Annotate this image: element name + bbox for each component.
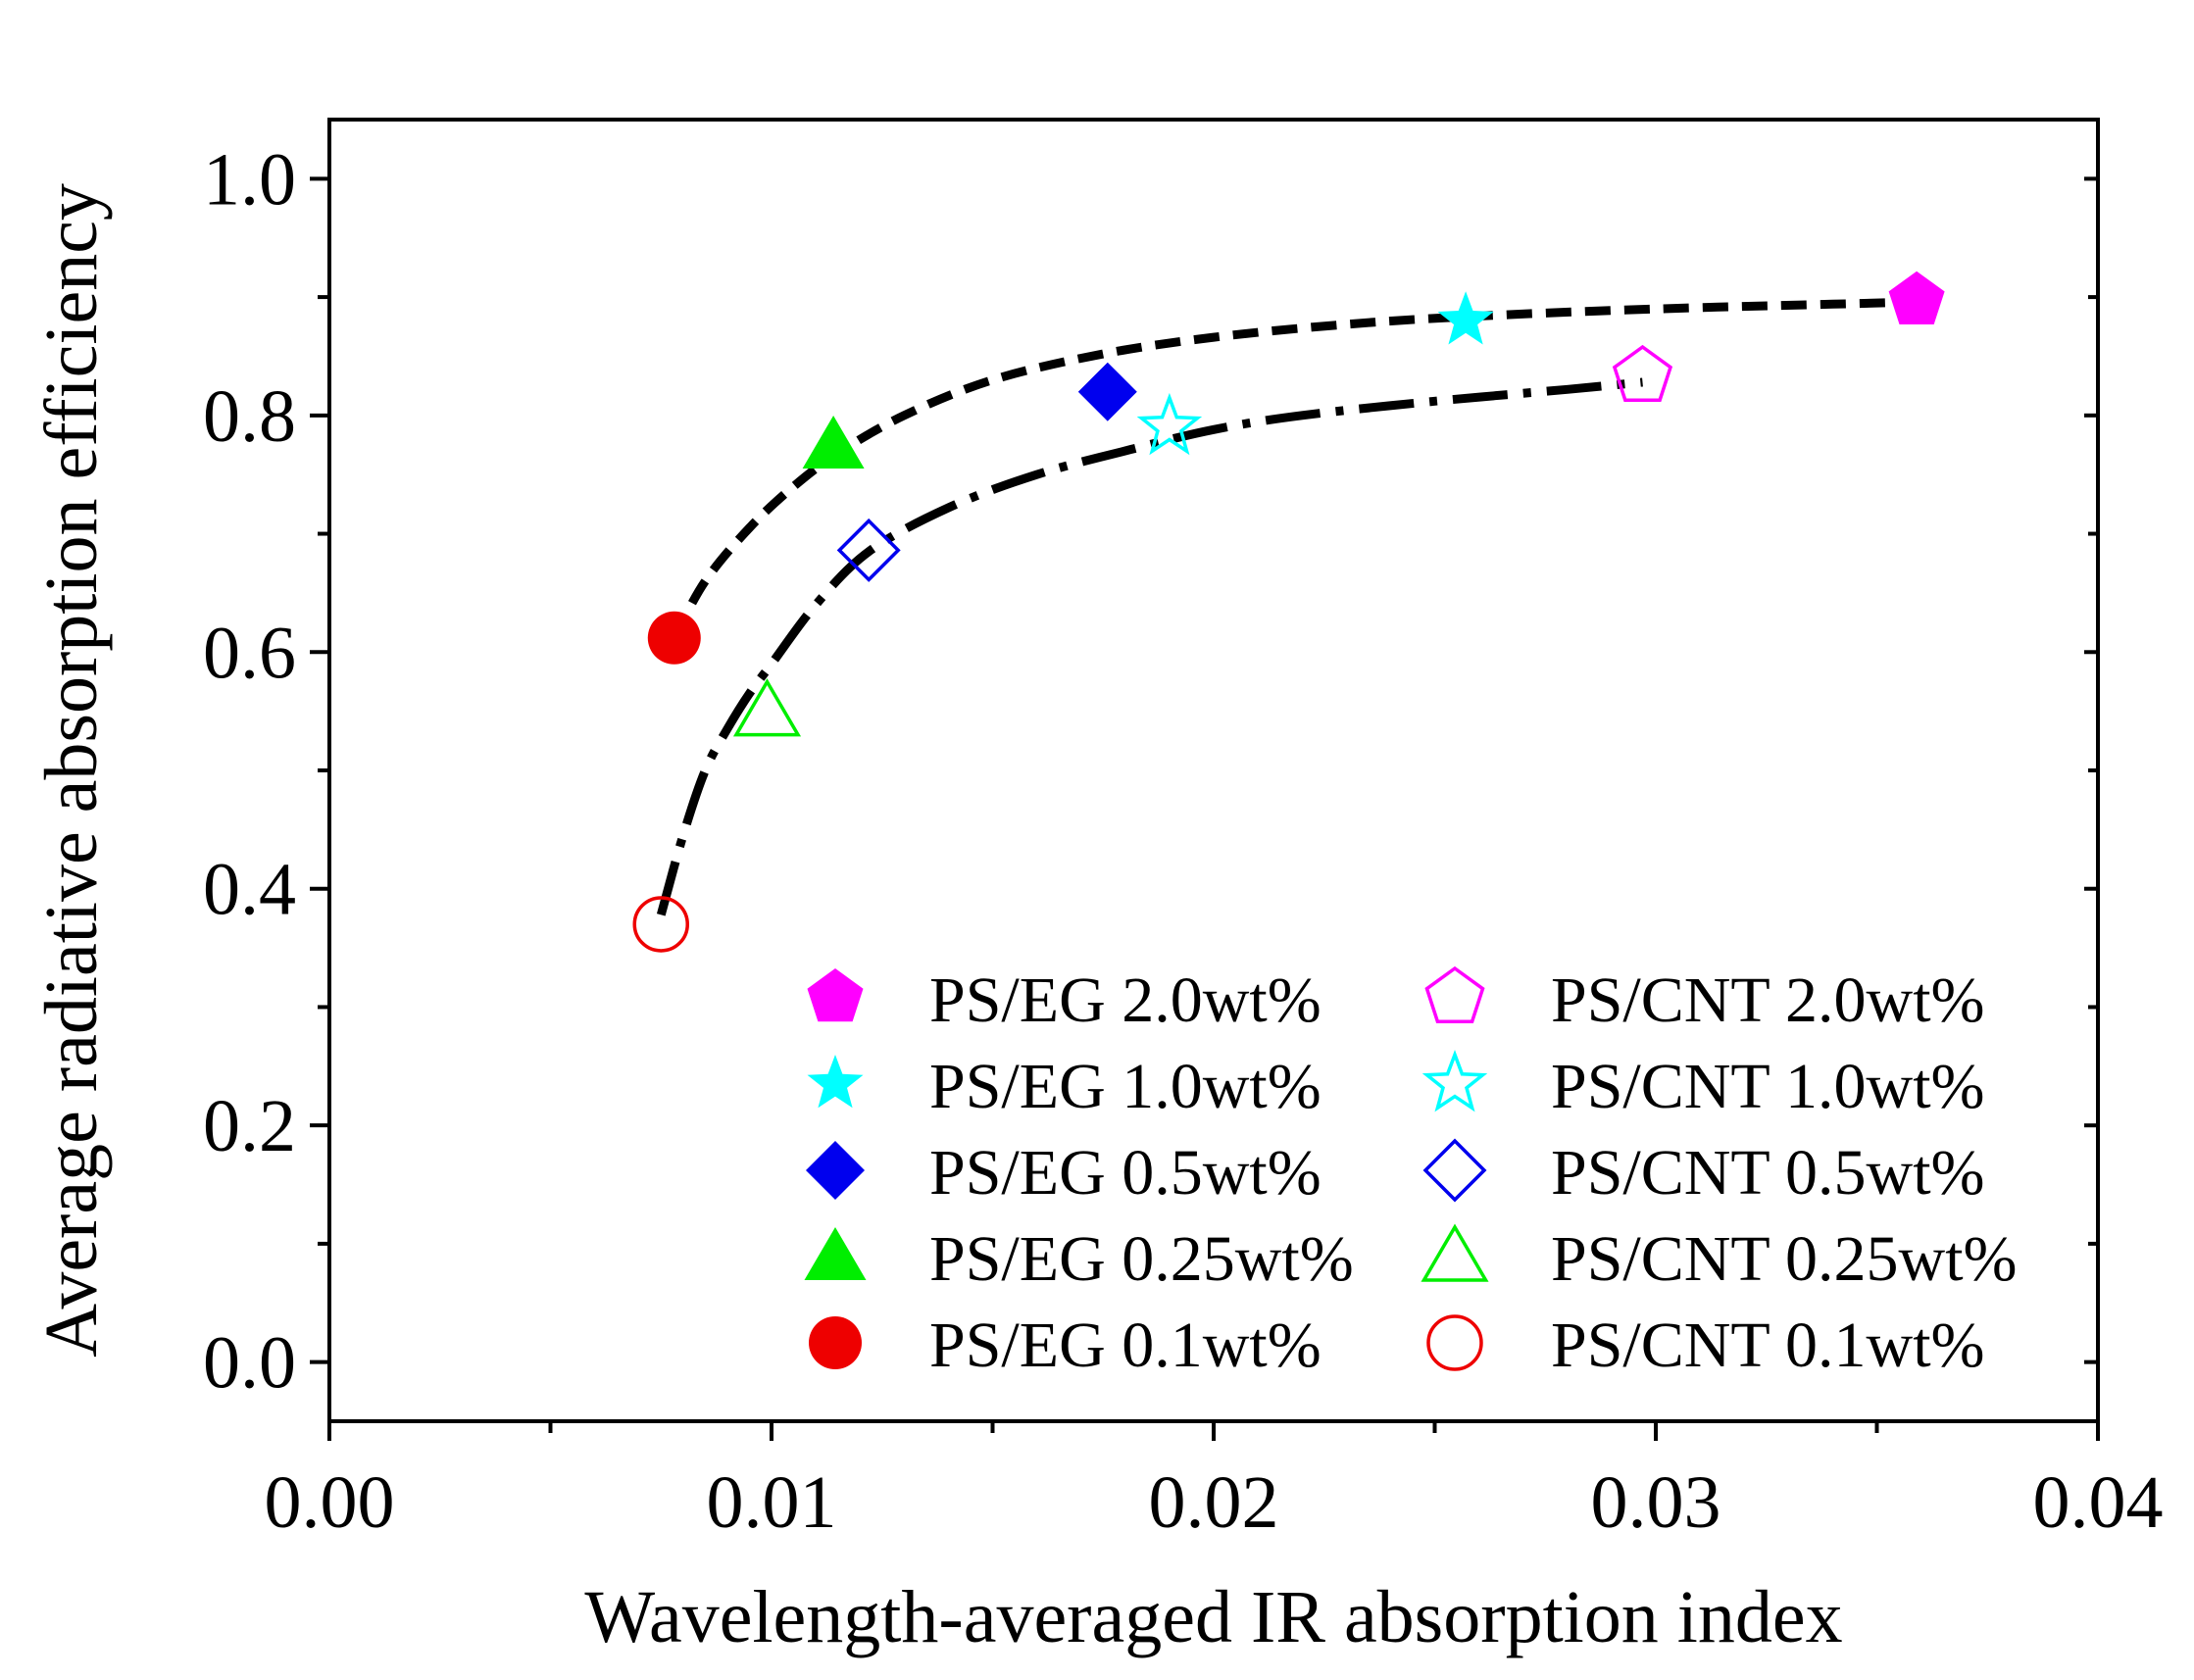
legend-label: PS/EG 2.0wt% — [929, 964, 1321, 1036]
data-points — [632, 271, 1945, 953]
legend-marker-3 — [804, 1227, 867, 1280]
y-tick-label: 0.2 — [203, 1085, 296, 1167]
legend-label: PS/CNT 2.0wt% — [1551, 964, 1985, 1036]
x-tick-label: 0.04 — [2033, 1461, 2164, 1544]
x-tick-label: 0.02 — [1149, 1461, 1279, 1544]
data-point-4 — [647, 611, 701, 665]
fit-curves — [656, 297, 1921, 916]
y-tick-label: 0.4 — [203, 849, 296, 931]
data-point-3 — [802, 416, 865, 469]
legend-entry: PS/CNT 2.0wt% — [1424, 964, 1985, 1036]
x-axis-title: Wavelength-averaged IR absorption index — [584, 1576, 1842, 1658]
legend-marker-0 — [807, 968, 864, 1022]
legend-label: PS/EG 0.25wt% — [929, 1223, 1354, 1295]
legend-entry: PS/CNT 0.5wt% — [1422, 1137, 1985, 1209]
legend-marker-8 — [1421, 1223, 1489, 1282]
legend-label: PS/CNT 0.1wt% — [1551, 1309, 1985, 1381]
y-tick-label: 0.6 — [203, 612, 296, 694]
data-point-6 — [1136, 392, 1203, 456]
legend-label: PS/EG 1.0wt% — [929, 1051, 1321, 1122]
legend-label: PS/EG 0.1wt% — [929, 1309, 1321, 1381]
x-tick-label: 0.01 — [707, 1461, 837, 1544]
legend-entry: PS/EG 1.0wt% — [807, 1051, 1321, 1122]
legend-marker-6 — [1421, 1050, 1488, 1112]
data-point-0 — [1888, 271, 1945, 324]
legend-entry: PS/CNT 0.1wt% — [1426, 1309, 1985, 1381]
legend-label: PS/CNT 0.5wt% — [1551, 1137, 1985, 1209]
legend-marker-5 — [1424, 965, 1485, 1024]
legend-marker-9 — [1426, 1314, 1483, 1371]
legend-entry: PS/CNT 0.25wt% — [1421, 1223, 2018, 1295]
fit-curve-eg — [670, 297, 1921, 640]
y-tick-label: 1.0 — [203, 138, 296, 221]
legend-label: PS/CNT 0.25wt% — [1551, 1223, 2018, 1295]
data-point-8 — [732, 678, 802, 737]
data-point-2 — [1077, 362, 1137, 421]
y-tick-label: 0.8 — [203, 375, 296, 458]
legend-marker-7 — [1422, 1138, 1487, 1203]
legend-marker-2 — [806, 1141, 865, 1200]
legend-label: PS/EG 0.5wt% — [929, 1137, 1321, 1209]
data-point-9 — [632, 896, 689, 953]
legend-entry: PS/EG 2.0wt% — [807, 964, 1321, 1036]
legend-marker-4 — [809, 1316, 862, 1369]
legend: PS/EG 2.0wt% PS/EG 1.0wt% PS/EG 0.5wt% PS/E… — [804, 964, 2018, 1381]
legend-entry: PS/EG 0.25wt% — [804, 1223, 1354, 1295]
legend-entry: PS/CNT 1.0wt% — [1421, 1050, 1985, 1122]
data-point-7 — [836, 518, 901, 582]
y-axis-title: Average radiative absorption efficiency — [30, 183, 113, 1358]
data-point-5 — [1612, 344, 1673, 402]
legend-entry: PS/EG 0.1wt% — [809, 1309, 1321, 1381]
x-tick-label: 0.03 — [1591, 1461, 1721, 1544]
data-point-1 — [1437, 291, 1494, 345]
axes: 0.00 0.01 0.02 0.03 0.04 0.0 0.2 0.4 0.6 0.8 1.0 — [203, 138, 2164, 1544]
legend-label: PS/CNT 1.0wt% — [1551, 1051, 1985, 1122]
fit-curve-cnt — [656, 377, 1643, 916]
legend-entry: PS/EG 0.5wt% — [806, 1137, 1321, 1209]
y-tick-label: 0.0 — [203, 1322, 296, 1405]
x-tick-label: 0.00 — [265, 1461, 395, 1544]
legend-marker-1 — [807, 1055, 864, 1109]
